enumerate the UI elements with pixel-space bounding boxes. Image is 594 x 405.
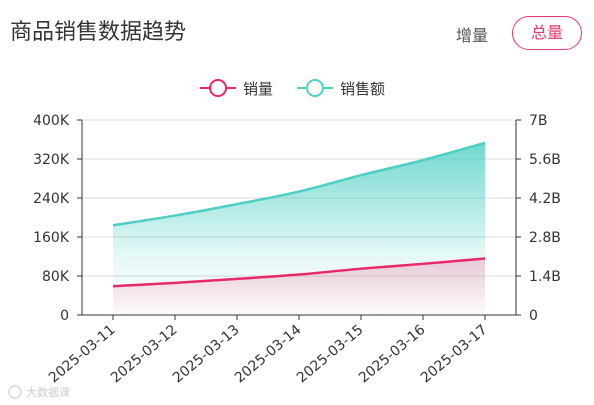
- legend-amount: 销售额: [297, 79, 385, 98]
- watermark-text: 大数据课: [26, 385, 70, 399]
- y-right-tick-label: 0: [529, 308, 538, 324]
- legend-circle-icon: [209, 79, 227, 97]
- y-right-tick-label: 5.6B: [529, 152, 561, 168]
- x-tick-label: 2025-03-11: [46, 322, 119, 387]
- chart-title: 商品销售数据趋势: [10, 20, 187, 45]
- y-left-tick-label: 240K: [33, 191, 70, 207]
- series-line-right: [112, 141, 486, 227]
- y-right-tick-label: 2.8B: [529, 230, 561, 246]
- y-right-tick-label: 4.2B: [529, 191, 561, 207]
- tab-total[interactable]: 总量: [512, 16, 582, 50]
- y-left-tick-label: 160K: [33, 230, 70, 246]
- series-area-left: [113, 258, 485, 315]
- y-left-tick-label: 320K: [33, 152, 70, 168]
- y-left-tick-label: 0: [60, 308, 69, 324]
- watermark-logo-icon: [8, 385, 22, 399]
- x-tick-label: 2025-03-15: [294, 322, 367, 387]
- x-tick-label: 2025-03-12: [108, 322, 181, 387]
- y-right-tick-label: 1.4B: [529, 269, 561, 285]
- legend-label: 销量: [243, 80, 273, 98]
- legend-circle-icon: [306, 79, 324, 97]
- y-right-tick-label: 7B: [529, 113, 548, 129]
- y-left-tick-label: 400K: [33, 113, 70, 129]
- legend-sales: 销量: [200, 79, 273, 98]
- y-left-tick-label: 80K: [42, 269, 70, 285]
- legend-label: 销售额: [340, 80, 385, 98]
- x-tick-label: 2025-03-13: [170, 322, 243, 387]
- x-tick-label: 2025-03-16: [356, 322, 429, 387]
- x-tick-label: 2025-03-17: [418, 322, 491, 387]
- tab-increment[interactable]: 增量: [456, 26, 489, 45]
- x-tick-label: 2025-03-14: [232, 322, 305, 387]
